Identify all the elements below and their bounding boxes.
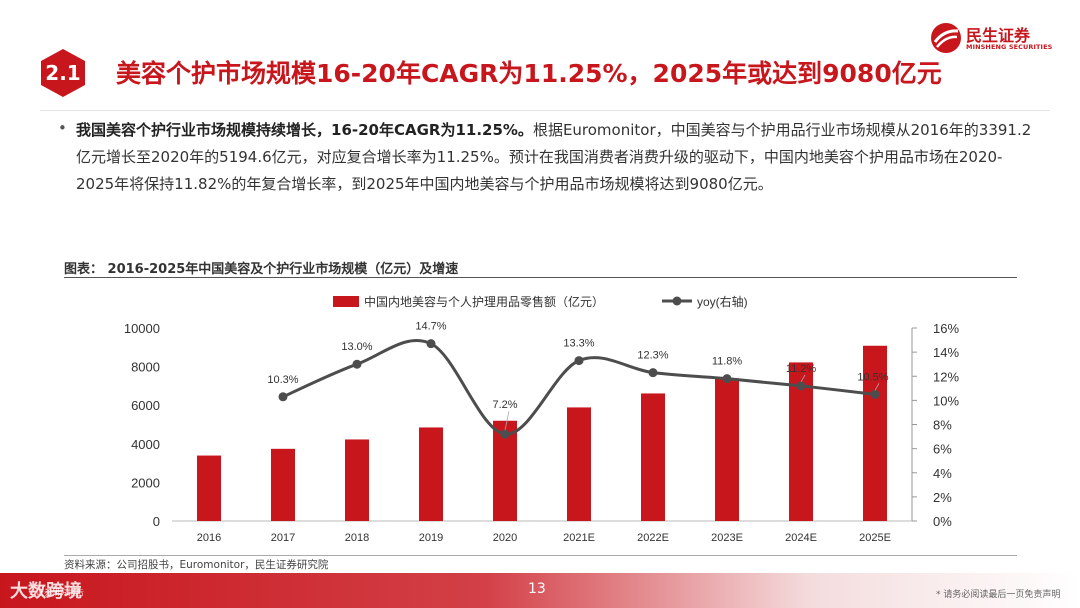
company-logo: 民生证券 MINSHENG SECURITIES	[930, 22, 1053, 56]
y-right-tick-label: 10%	[933, 393, 959, 408]
y-left-tick-label: 8000	[131, 360, 160, 375]
yoy-point-2022E	[648, 368, 658, 378]
yoy-leader-line	[800, 374, 806, 383]
yoy-data-label: 13.3%	[563, 338, 594, 350]
minsheng-logo-icon	[931, 23, 961, 53]
logo-name-en: MINSHENG SECURITIES	[966, 43, 1053, 51]
yoy-point-2019	[426, 339, 436, 349]
footer-bar: 大数跨境 证券研究报告 13 * 请务必阅读最后一页免责声明	[0, 573, 1080, 608]
figure-top-rule	[64, 277, 1017, 278]
x-tick-label: 2018	[345, 532, 369, 544]
bar-2025E	[863, 345, 887, 521]
bar-2021E	[567, 407, 591, 521]
y-left-tick-label: 10000	[124, 321, 160, 336]
bullet-marker: •	[58, 119, 67, 137]
legend-line-marker	[672, 296, 682, 306]
y-right-tick-label: 16%	[933, 321, 959, 336]
x-tick-label: 2021E	[563, 532, 595, 544]
y-right-tick-label: 14%	[933, 345, 959, 360]
x-tick-label: 2024E	[785, 532, 817, 544]
legend-bar-swatch	[333, 296, 359, 307]
bar-2018	[345, 439, 369, 521]
x-tick-label: 2017	[271, 532, 295, 544]
section-number: 2.1	[45, 61, 81, 85]
yoy-leader-line	[874, 383, 880, 391]
bar-2023E	[715, 378, 739, 521]
y-right-tick-label: 12%	[933, 369, 959, 384]
summary-paragraph: 我国美容个护行业市场规模持续增长，16-20年CAGR为11.25%。根据Eur…	[76, 117, 1036, 198]
legend-bar-label: 中国内地美容与个人护理用品零售额（亿元）	[364, 294, 604, 309]
x-tick-label: 2023E	[711, 532, 743, 544]
yoy-data-label: 7.2%	[492, 399, 517, 411]
y-right-tick-label: 0%	[933, 514, 952, 529]
y-left-tick-label: 4000	[131, 437, 160, 452]
yoy-data-label: 14.7%	[415, 321, 446, 333]
summary-lead: 我国美容个护行业市场规模持续增长，16-20年CAGR为11.25%。	[76, 121, 533, 139]
y-left-tick-label: 2000	[131, 475, 160, 490]
x-tick-label: 2016	[197, 532, 221, 544]
summary-text: 根据Euromonitor，中国美容与个护用品行业市场规模从2016年的3391…	[76, 121, 1032, 193]
yoy-series-line	[282, 338, 876, 436]
section-badge: 2.1	[38, 48, 88, 98]
yoy-data-label: 11.2%	[786, 363, 817, 375]
figure-bottom-rule	[64, 555, 1017, 556]
yoy-point-2018	[352, 359, 362, 369]
y-left-tick-label: 6000	[131, 398, 160, 413]
bar-2019	[419, 427, 443, 521]
yoy-point-2023E	[722, 374, 732, 384]
page-number: 13	[528, 581, 546, 597]
y-right-tick-label: 6%	[933, 442, 952, 457]
yoy-point-2021E	[574, 356, 584, 366]
y-right-tick-label: 4%	[933, 466, 952, 481]
y-right-tick-label: 8%	[933, 418, 952, 433]
watermark: 大数跨境	[10, 581, 82, 602]
hexagon-icon	[41, 49, 85, 97]
header-divider	[40, 110, 1050, 111]
x-tick-label: 2020	[493, 532, 517, 544]
page-title: 美容个护市场规模16-20年CAGR为11.25%，2025年或达到9080亿元	[116, 59, 942, 88]
yoy-data-label: 10.3%	[267, 374, 298, 386]
x-tick-label: 2022E	[637, 532, 669, 544]
disclaimer-note: * 请务必阅读最后一页免责声明	[936, 590, 1061, 600]
yoy-leader-line	[504, 411, 510, 431]
yoy-data-label: 10.5%	[857, 371, 888, 383]
bar-2017	[271, 448, 295, 521]
yoy-point-2025E	[870, 389, 880, 399]
y-right-tick-label: 2%	[933, 490, 952, 505]
yoy-point-2024E	[796, 381, 806, 391]
watermark-sub: 证券研究报告	[36, 588, 84, 597]
bar-2016	[197, 455, 221, 521]
y-left-tick-label: 0	[153, 514, 160, 529]
bar-2022E	[641, 393, 665, 521]
figure-source: 资料来源：公司招股书，Euromonitor，民生证券研究院	[64, 559, 329, 571]
x-tick-label: 2025E	[859, 532, 891, 544]
legend-line-label: yoy(右轴)	[697, 294, 748, 309]
yoy-point-2017	[278, 392, 288, 402]
x-tick-label: 2019	[419, 532, 443, 544]
figure-caption: 图表： 2016-2025年中国美容及个护行业市场规模（亿元）及增速	[64, 262, 459, 277]
yoy-point-2020	[500, 429, 510, 439]
yoy-data-label: 13.0%	[341, 341, 372, 353]
logo-name-cn: 民生证券	[966, 26, 1031, 45]
yoy-data-label: 11.8%	[712, 356, 743, 368]
yoy-data-label: 12.3%	[637, 350, 668, 362]
